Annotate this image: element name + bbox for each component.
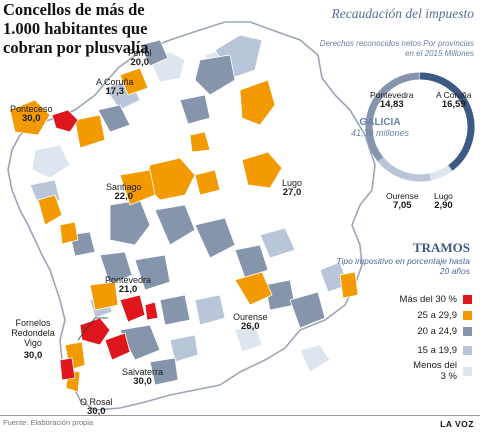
place-name: Salvaterra bbox=[122, 367, 164, 377]
legend-swatch bbox=[463, 366, 472, 376]
legend-item-15-19: 15 a 19,9 bbox=[417, 345, 472, 356]
place-value: 17,3 bbox=[105, 86, 125, 97]
place-value: 30,0 bbox=[133, 376, 152, 387]
arc-a-coruna bbox=[419, 72, 475, 171]
place-lugo: Lugo 27,0 bbox=[282, 178, 302, 198]
legend-swatch bbox=[463, 295, 472, 304]
province-name: Ourense bbox=[386, 191, 419, 201]
place-name: Ourense bbox=[233, 312, 268, 322]
legend-item-25-29: 25 a 29,9 bbox=[417, 310, 472, 321]
place-value: 26,0 bbox=[241, 321, 260, 332]
legend-label: 15 a 19,9 bbox=[417, 345, 457, 356]
place-value: 30,0 bbox=[23, 350, 43, 361]
place-value: 27,0 bbox=[282, 187, 302, 198]
place-name: Fornelos Redondela Vigo bbox=[11, 318, 55, 348]
recaudacion-title: Recaudación del impuesto bbox=[331, 6, 474, 21]
place-name: Pontevedra bbox=[105, 275, 152, 285]
place-name: Ponteceso bbox=[10, 104, 53, 114]
recaudacion-donut bbox=[365, 72, 475, 182]
recaudacion-subtitle: Derechos reconocidos netos Por provincia… bbox=[319, 39, 474, 58]
footer-rule bbox=[0, 415, 480, 416]
place-value: 22,0 bbox=[114, 191, 134, 202]
donut-label-a-coruna: A Coruña 16,59 bbox=[436, 90, 471, 110]
legend-label: 20 a 24,9 bbox=[417, 326, 457, 337]
place-ferrol: Ferrol 20,0 bbox=[128, 48, 152, 68]
legend-swatch bbox=[463, 346, 472, 355]
donut-label-ourense: Ourense 7,05 bbox=[386, 191, 419, 211]
arc-lugo bbox=[429, 165, 452, 181]
source-note: Fuente: Elaboración propia bbox=[3, 418, 94, 427]
donut-label-pontevedra: Pontevedra 14,83 bbox=[370, 90, 413, 110]
donut-label-lugo: Lugo 2,90 bbox=[434, 191, 453, 211]
leader-line bbox=[77, 317, 108, 341]
province-value: 16,59 bbox=[441, 99, 466, 110]
place-name: Lugo bbox=[282, 178, 303, 188]
place-a-coruna: A Coruña 17,3 bbox=[96, 77, 134, 97]
legend-item-menos-3: Menos del 3 % bbox=[413, 360, 472, 382]
legend-label: Más del 30 % bbox=[399, 294, 457, 305]
place-name: A Coruña bbox=[96, 77, 134, 87]
galicia-total-label: GALICIA bbox=[359, 117, 401, 128]
legend-label: 25 a 29,9 bbox=[417, 310, 457, 321]
place-salvaterra: Salvaterra 30,0 bbox=[122, 367, 163, 387]
place-name: O Rosal bbox=[80, 397, 113, 407]
place-name: Ferrol bbox=[128, 48, 152, 58]
legend-item-20-24: 20 a 24,9 bbox=[417, 326, 472, 337]
province-name: Pontevedra bbox=[370, 90, 414, 100]
place-pontevedra: Pontevedra 21,0 bbox=[105, 275, 151, 295]
province-value: 7,05 bbox=[393, 200, 412, 211]
province-name: A Coruña bbox=[436, 90, 472, 100]
place-value: 20,0 bbox=[130, 57, 150, 68]
place-ponteceso: Ponteceso 30,0 bbox=[10, 104, 53, 124]
province-name: Lugo bbox=[434, 191, 453, 201]
place-name: Santiago bbox=[106, 182, 142, 192]
brand-logo: LA VOZ bbox=[440, 419, 474, 429]
place-value: 30,0 bbox=[22, 113, 41, 124]
legend-label: Menos del 3 % bbox=[413, 360, 457, 382]
legend-title: TRAMOS bbox=[412, 240, 470, 255]
province-value: 2,90 bbox=[434, 200, 453, 211]
galicia-total-value: 41,39 millones bbox=[350, 128, 410, 138]
legend-swatch bbox=[463, 311, 472, 320]
place-fornelos-redondela-vigo: Fornelos Redondela Vigo 30,0 bbox=[4, 318, 62, 361]
province-value: 14,83 bbox=[379, 99, 404, 110]
place-value: 21,0 bbox=[118, 284, 138, 295]
arc-pontevedra bbox=[365, 72, 420, 162]
legend-item-mas-30: Más del 30 % bbox=[399, 294, 472, 305]
headline: Concellos de más de 1.000 habitantes que… bbox=[3, 0, 149, 57]
arc-ourense bbox=[378, 157, 430, 182]
legend-swatch bbox=[463, 327, 472, 336]
place-value: 30,0 bbox=[87, 406, 106, 417]
place-santiago: Santiago 22,0 bbox=[106, 182, 142, 202]
place-o-rosal: O Rosal 30,0 bbox=[80, 397, 113, 417]
legend-subtitle: Tipo impositivo en porcentaje hasta 20 a… bbox=[336, 256, 470, 276]
place-ourense: Ourense 26,0 bbox=[233, 312, 268, 332]
